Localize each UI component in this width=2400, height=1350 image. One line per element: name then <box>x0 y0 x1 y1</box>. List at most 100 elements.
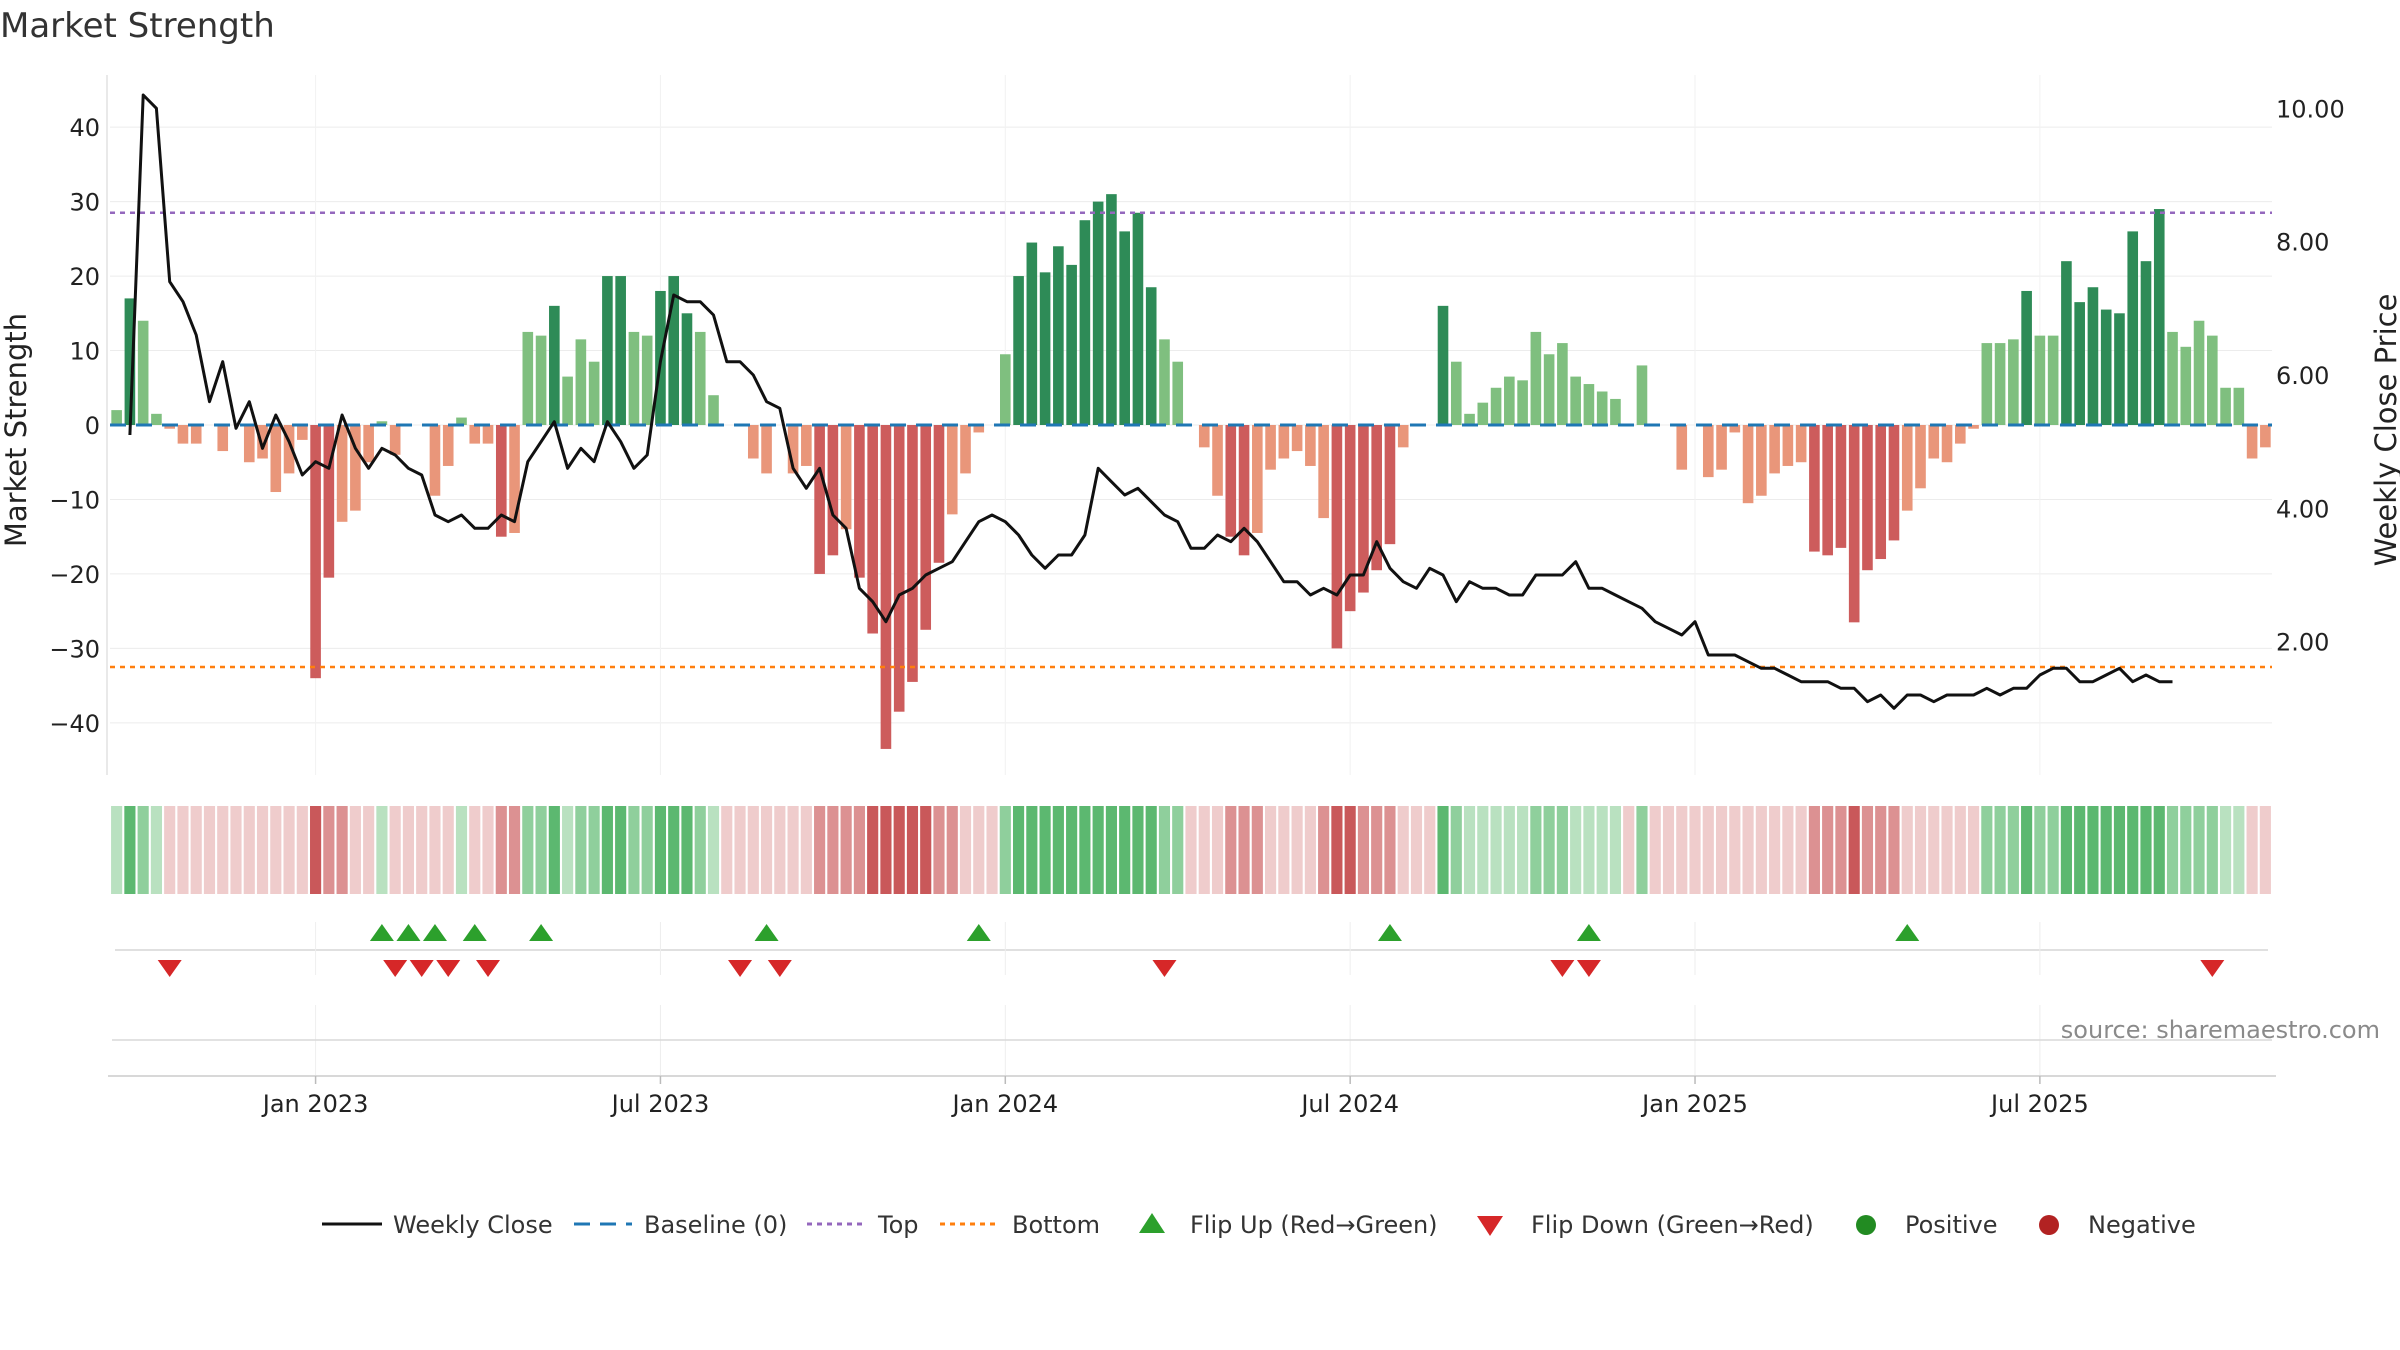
strip-cell <box>1477 806 1489 894</box>
legend-bottom: Bottom <box>1012 1211 1100 1239</box>
legend-flip-down-icon <box>1477 1216 1503 1236</box>
strip-cell <box>681 806 693 894</box>
strength-bar <box>1981 343 1993 425</box>
strip-cell <box>628 806 640 894</box>
strength-bar <box>2021 290 2032 425</box>
strip-cell <box>1304 806 1316 894</box>
strip-cell <box>1172 806 1184 894</box>
legend-negative: Negative <box>2088 1211 2196 1239</box>
strip-cell <box>230 806 242 894</box>
strength-bar <box>628 331 640 425</box>
right-tick-label: 6.00 <box>2276 362 2329 390</box>
chart-title: Market Strength <box>0 6 275 46</box>
strength-bar <box>1583 384 1595 425</box>
strip-cell <box>1861 806 1874 894</box>
strength-bar <box>1053 246 1064 425</box>
strip-cell <box>2140 806 2152 894</box>
strip-cell <box>1795 806 1807 894</box>
strength-bar <box>1344 425 1356 612</box>
strip-cell <box>707 806 720 894</box>
strip-cell <box>933 806 945 894</box>
strength-bar <box>787 425 799 474</box>
flip-up-marker <box>754 924 779 941</box>
strength-bar <box>1477 402 1489 425</box>
strength-bar <box>1530 331 1542 425</box>
strength-bar <box>1145 287 1157 425</box>
strip-cell <box>1517 806 1529 894</box>
legend-top: Top <box>877 1211 919 1239</box>
legend-positive-icon <box>1856 1215 1876 1235</box>
strip-cell <box>668 806 680 894</box>
strip-cell <box>1371 806 1383 894</box>
strength-bar <box>389 425 401 455</box>
strength-bar <box>363 425 374 463</box>
strength-bar <box>1212 425 1223 496</box>
strength-bar <box>1941 425 1953 463</box>
strip-cell <box>1822 806 1834 894</box>
strength-bar <box>1490 387 1502 425</box>
flip-down-marker <box>1152 960 1177 977</box>
strength-bar <box>1092 201 1104 425</box>
strip-cell <box>2193 806 2205 894</box>
strip-cell <box>2034 806 2046 894</box>
left-tick-label: −10 <box>49 486 100 514</box>
strip-cell <box>190 806 202 894</box>
strength-bar <box>535 335 547 425</box>
strength-bar <box>1198 425 1210 448</box>
strip-cell <box>1066 806 1078 894</box>
right-tick-label: 10.00 <box>2276 95 2345 123</box>
strength-bar <box>190 425 202 444</box>
strength-bar <box>2193 320 2205 425</box>
strip-cell <box>203 806 216 894</box>
strength-bar <box>1862 425 1873 571</box>
strip-cell <box>535 806 547 894</box>
strip-cell <box>1914 806 1927 894</box>
strip-cell <box>495 806 507 894</box>
strip-cell <box>1039 806 1051 894</box>
strength-bar <box>867 425 878 634</box>
strength-bar <box>1543 354 1555 425</box>
strip-cell <box>389 806 401 894</box>
legend-negative-icon <box>2039 1215 2059 1235</box>
strength-bar <box>2246 425 2258 459</box>
strength-bar <box>1795 425 1807 463</box>
flip-down-marker <box>157 960 182 977</box>
strip-cell <box>548 806 560 894</box>
strength-bar <box>2008 339 2019 425</box>
strength-bar <box>1132 212 1144 425</box>
strip-cell <box>575 806 587 894</box>
legend-weekly-close: Weekly Close <box>393 1211 553 1239</box>
strength-bar <box>602 276 613 425</box>
strip-cell <box>1609 806 1622 894</box>
strength-bar <box>1610 398 1621 425</box>
strip-cell <box>2127 806 2139 894</box>
strip-cell <box>654 806 667 894</box>
strength-bar <box>522 331 534 425</box>
strip-cell <box>906 806 919 894</box>
strip-cell <box>217 806 229 894</box>
strength-bar <box>854 425 865 578</box>
strip-cell <box>1238 806 1250 894</box>
flip-down-marker <box>767 960 792 977</box>
strength-bar <box>1769 425 1780 474</box>
flip-up-marker <box>369 924 394 941</box>
strip-cell <box>1490 806 1502 894</box>
strip-cell <box>1211 806 1224 894</box>
strip-cell <box>1596 806 1608 894</box>
strength-bar <box>1371 425 1382 571</box>
strip-cell <box>455 806 468 894</box>
strength-bar <box>1676 425 1688 470</box>
strip-cell <box>1556 806 1568 894</box>
left-tick-label: −40 <box>49 710 100 738</box>
strength-bar <box>1875 425 1887 560</box>
strip-cell <box>1384 806 1396 894</box>
x-tick-label: Jan 2023 <box>261 1090 369 1118</box>
legend-flip-down: Flip Down (Green→Red) <box>1531 1211 1814 1239</box>
strength-bar <box>257 425 268 459</box>
lower-panel <box>108 1005 2276 1077</box>
strip-cell <box>1543 806 1555 894</box>
strength-bar <box>1835 425 1847 548</box>
strip-cell <box>1251 806 1263 894</box>
strip-cell <box>1198 806 1210 894</box>
